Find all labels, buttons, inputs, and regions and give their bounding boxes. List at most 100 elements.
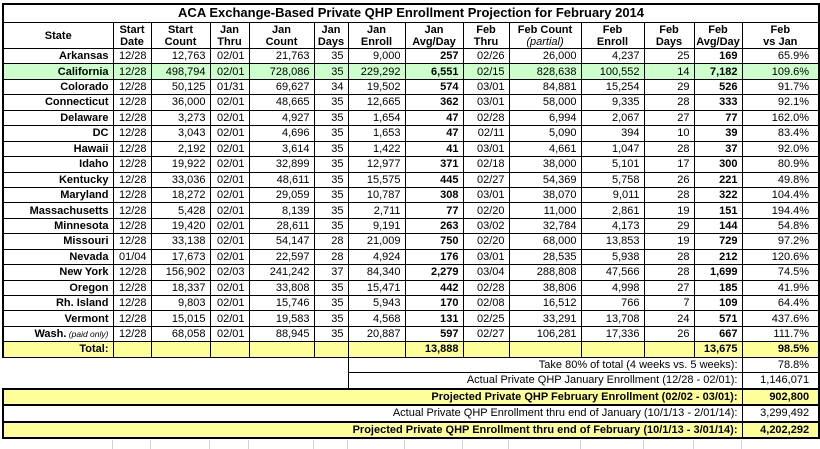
cell-feb_thru[interactable]: 02/27 <box>462 171 510 188</box>
cell-start_count[interactable]: 68,058 <box>150 325 211 343</box>
cell-start_date[interactable]: 12/28 <box>112 63 152 80</box>
cell-start_count[interactable]: 19,922 <box>150 156 211 173</box>
cell-feb_days[interactable]: 28 <box>643 264 695 281</box>
cell-jan_count[interactable]: 19,583 <box>248 310 315 327</box>
cell-jan_enroll[interactable]: 1,422 <box>347 140 406 158</box>
cell-jan_days[interactable]: 28 <box>313 248 349 266</box>
cell-state[interactable]: DC <box>2 125 114 142</box>
cell-jan_avg[interactable]: 257 <box>404 47 464 65</box>
summary-value[interactable]: 1,146,071 <box>741 372 820 390</box>
cell-start_count[interactable]: 15,015 <box>150 310 211 327</box>
cell-start_date[interactable]: 12/28 <box>112 140 152 158</box>
cell-state[interactable]: Connecticut <box>2 94 114 111</box>
cell-feb_thru[interactable]: 03/01 <box>462 248 510 266</box>
cell-start_date[interactable]: 12/28 <box>112 156 152 173</box>
cell-feb_vs_jan[interactable]: 162.0% <box>741 109 820 127</box>
cell-feb_days[interactable]: 19 <box>643 233 695 250</box>
cell-feb_days[interactable]: 14 <box>643 63 695 80</box>
total-cell-start_date[interactable] <box>112 341 152 358</box>
cell-jan_days[interactable]: 35 <box>313 325 349 343</box>
cell-jan_count[interactable]: 29,059 <box>248 186 315 204</box>
cell-feb_count[interactable]: 58,000 <box>508 94 582 111</box>
cell-jan_thru[interactable]: 02/01 <box>209 63 250 80</box>
cell-start_date[interactable]: 12/28 <box>112 233 152 250</box>
cell-start_count[interactable]: 33,036 <box>150 171 211 188</box>
cell-feb_vs_jan[interactable]: 437.6% <box>741 310 820 327</box>
cell-jan_avg[interactable]: 442 <box>404 279 464 297</box>
cell-jan_enroll[interactable]: 20,887 <box>347 325 406 343</box>
cell-jan_count[interactable]: 3,614 <box>248 140 315 158</box>
cell-jan_days[interactable]: 35 <box>313 109 349 127</box>
cell-feb_vs_jan[interactable]: 54.8% <box>741 217 820 235</box>
cell-feb_days[interactable]: 28 <box>643 248 695 266</box>
cell-jan_days[interactable]: 35 <box>313 171 349 188</box>
cell-feb_days[interactable]: 29 <box>643 217 695 235</box>
cell-jan_count[interactable]: 33,808 <box>248 279 315 297</box>
cell-state[interactable]: Rh. Island <box>2 294 114 312</box>
cell-jan_count[interactable]: 728,086 <box>248 63 315 80</box>
cell-feb_vs_jan[interactable]: 92.1% <box>741 94 820 111</box>
cell-feb_count[interactable]: 84,881 <box>508 78 582 96</box>
cell-jan_enroll[interactable]: 5,943 <box>347 294 406 312</box>
cell-feb_avg[interactable]: 169 <box>693 47 743 65</box>
cell-start_date[interactable]: 12/28 <box>112 294 152 312</box>
cell-jan_thru[interactable]: 02/01 <box>209 310 250 327</box>
cell-feb_count[interactable]: 106,281 <box>508 325 582 343</box>
cell-jan_avg[interactable]: 445 <box>404 171 464 188</box>
summary-value[interactable]: 902,800 <box>741 387 820 407</box>
cell-feb_enroll[interactable]: 5,758 <box>580 171 645 188</box>
total-cell-jan_count[interactable] <box>248 341 315 358</box>
cell-jan_count[interactable]: 8,139 <box>248 202 315 219</box>
cell-feb_avg[interactable]: 7,182 <box>693 63 743 80</box>
cell-feb_thru[interactable]: 03/01 <box>462 140 510 158</box>
total-cell-jan_days[interactable] <box>313 341 349 358</box>
cell-jan_avg[interactable]: 263 <box>404 217 464 235</box>
cell-jan_days[interactable]: 35 <box>313 140 349 158</box>
total-cell-feb_vs_jan[interactable]: 98.5% <box>741 341 820 358</box>
cell-feb_enroll[interactable]: 9,335 <box>580 94 645 111</box>
cell-jan_thru[interactable]: 02/01 <box>209 140 250 158</box>
cell-jan_avg[interactable]: 574 <box>404 78 464 96</box>
cell-start_date[interactable]: 12/28 <box>112 310 152 327</box>
cell-state[interactable]: Oregon <box>2 279 114 297</box>
cell-feb_days[interactable]: 29 <box>643 78 695 96</box>
cell-jan_avg[interactable]: 6,551 <box>404 63 464 80</box>
cell-start_count[interactable]: 33,138 <box>150 233 211 250</box>
cell-feb_enroll[interactable]: 100,552 <box>580 63 645 80</box>
cell-jan_days[interactable]: 37 <box>313 264 349 281</box>
cell-feb_avg[interactable]: 185 <box>693 279 743 297</box>
cell-feb_thru[interactable]: 02/11 <box>462 125 510 142</box>
total-cell-feb_count[interactable] <box>508 341 582 358</box>
cell-start_date[interactable]: 12/28 <box>112 109 152 127</box>
cell-feb_vs_jan[interactable]: 97.2% <box>741 233 820 250</box>
cell-feb_thru[interactable]: 02/25 <box>462 310 510 327</box>
cell-jan_enroll[interactable]: 9,000 <box>347 47 406 65</box>
cell-jan_count[interactable]: 28,611 <box>248 217 315 235</box>
cell-feb_thru[interactable]: 03/01 <box>462 94 510 111</box>
total-cell-state[interactable]: Total: <box>2 341 114 358</box>
cell-jan_enroll[interactable]: 84,340 <box>347 264 406 281</box>
cell-feb_vs_jan[interactable]: 104.4% <box>741 186 820 204</box>
cell-feb_avg[interactable]: 322 <box>693 186 743 204</box>
cell-feb_enroll[interactable]: 47,566 <box>580 264 645 281</box>
cell-jan_enroll[interactable]: 19,502 <box>347 78 406 96</box>
cell-feb_days[interactable]: 26 <box>643 325 695 343</box>
cell-jan_enroll[interactable]: 229,292 <box>347 63 406 80</box>
cell-state[interactable]: Colorado <box>2 78 114 96</box>
cell-jan_count[interactable]: 15,746 <box>248 294 315 312</box>
cell-state[interactable]: Idaho <box>2 156 114 173</box>
cell-feb_enroll[interactable]: 4,173 <box>580 217 645 235</box>
cell-jan_avg[interactable]: 308 <box>404 186 464 204</box>
cell-feb_vs_jan[interactable]: 64.4% <box>741 294 820 312</box>
cell-feb_enroll[interactable]: 394 <box>580 125 645 142</box>
cell-feb_count[interactable]: 68,000 <box>508 233 582 250</box>
cell-jan_avg[interactable]: 170 <box>404 294 464 312</box>
cell-feb_enroll[interactable]: 766 <box>580 294 645 312</box>
total-cell-feb_enroll[interactable] <box>580 341 645 358</box>
cell-start_date[interactable]: 12/28 <box>112 171 152 188</box>
cell-feb_avg[interactable]: 109 <box>693 294 743 312</box>
cell-jan_days[interactable]: 35 <box>313 186 349 204</box>
cell-jan_avg[interactable]: 362 <box>404 94 464 111</box>
cell-jan_thru[interactable]: 02/01 <box>209 171 250 188</box>
cell-feb_days[interactable]: 7 <box>643 294 695 312</box>
